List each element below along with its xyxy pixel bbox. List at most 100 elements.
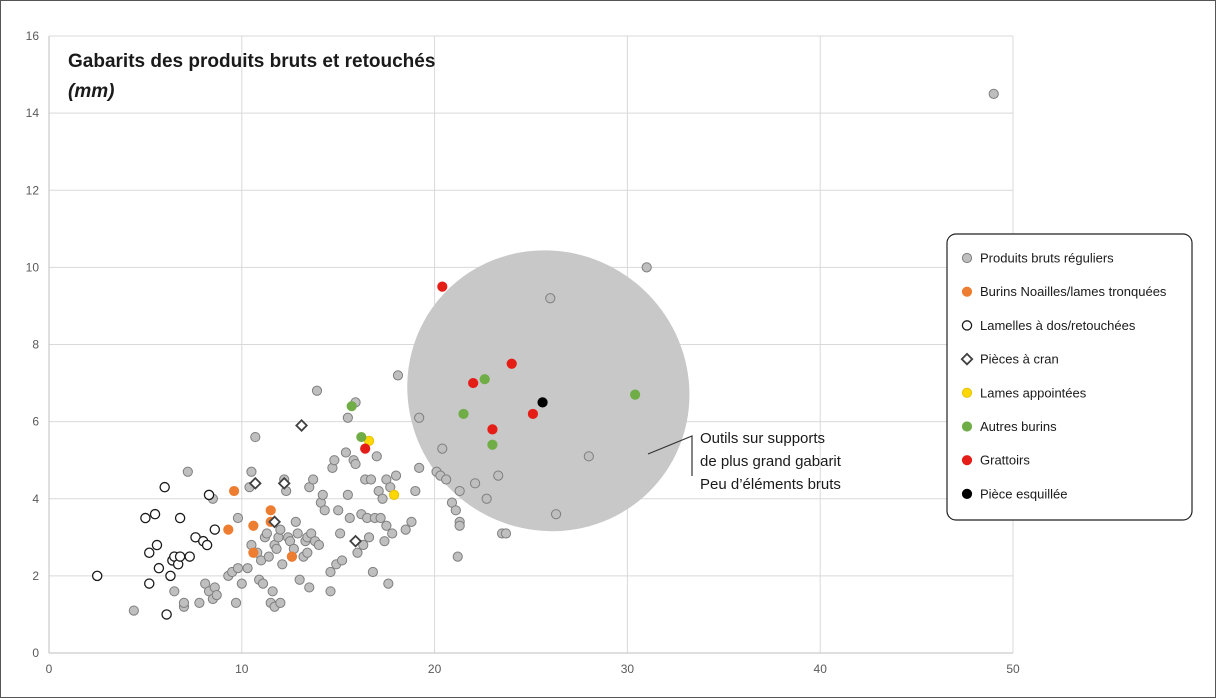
data-point <box>340 447 352 458</box>
data-point <box>290 516 301 527</box>
chart-title: Gabarits des produits bruts et retouchés <box>68 51 435 72</box>
chart-subtitle: (mm) <box>68 81 114 102</box>
legend-label: Grattoirs <box>980 453 1030 468</box>
data-point <box>178 597 190 608</box>
data-point <box>479 374 490 385</box>
x-tick-label: 50 <box>1006 662 1020 676</box>
data-point <box>487 439 498 450</box>
y-tick-label: 14 <box>26 106 40 120</box>
y-tick-label: 4 <box>32 492 39 506</box>
data-point <box>381 520 392 531</box>
data-point <box>311 385 323 396</box>
data-point <box>500 528 512 539</box>
data-point <box>583 451 594 462</box>
data-point <box>275 597 286 608</box>
data-point <box>441 474 452 485</box>
data-point <box>350 458 361 470</box>
data-point <box>294 574 305 585</box>
data-point <box>313 539 325 551</box>
data-point <box>203 489 215 501</box>
data-point <box>641 262 652 273</box>
data-point <box>302 547 313 558</box>
data-point <box>545 293 556 304</box>
data-point <box>527 408 539 420</box>
data-point <box>268 515 282 529</box>
data-point <box>329 455 340 466</box>
data-point <box>230 597 242 608</box>
data-point <box>271 543 282 554</box>
data-point <box>194 597 205 608</box>
data-point <box>325 586 336 597</box>
data-point <box>174 512 186 524</box>
x-tick-label: 30 <box>621 662 635 676</box>
data-point <box>406 516 417 527</box>
data-point <box>91 570 103 582</box>
data-point <box>211 590 222 601</box>
legend-marker <box>961 252 973 264</box>
data-point <box>458 408 469 420</box>
data-point <box>387 528 398 539</box>
y-tick-label: 8 <box>32 338 39 352</box>
data-point <box>356 431 367 443</box>
data-point <box>236 578 247 589</box>
data-point <box>414 412 425 423</box>
data-point <box>630 389 641 400</box>
data-point <box>232 512 244 524</box>
annotation-line-2: de plus grand gabarit <box>700 453 842 470</box>
data-point <box>383 578 394 589</box>
data-point <box>169 586 180 597</box>
data-point <box>342 489 353 500</box>
data-point <box>161 609 172 620</box>
data-point <box>174 551 186 562</box>
data-point <box>363 532 375 543</box>
data-point <box>410 485 421 497</box>
data-point <box>159 481 170 493</box>
legend-label: Lames appointées <box>980 385 1087 400</box>
data-point <box>308 474 319 485</box>
legend: Produits bruts réguliers Burins Noailles/… <box>946 233 1193 521</box>
y-tick-label: 0 <box>32 646 39 660</box>
data-point <box>349 534 363 548</box>
data-point <box>232 563 244 574</box>
data-point <box>140 512 151 524</box>
annotation-pointer <box>647 435 693 476</box>
series-8 <box>537 397 548 408</box>
data-point <box>437 443 448 454</box>
y-tick-label: 10 <box>26 260 40 274</box>
data-point <box>248 476 262 490</box>
data-point <box>352 547 363 558</box>
data-point <box>267 586 278 597</box>
data-point <box>248 520 259 531</box>
data-point <box>144 578 155 589</box>
data-point <box>265 505 276 516</box>
data-point <box>365 474 377 485</box>
data-point <box>469 478 481 489</box>
series-4 <box>248 419 363 548</box>
tick-labels: 0 2 4 6 8 10 12 14 16 0 10 20 30 40 50 <box>26 29 1020 676</box>
annotation: Outils sur supports de plus grand gabari… <box>647 430 842 493</box>
legend-marker <box>961 421 973 432</box>
data-point <box>377 493 388 504</box>
data-point <box>184 551 195 562</box>
data-point <box>295 419 309 432</box>
data-point <box>358 539 369 551</box>
legend-marker <box>961 455 973 466</box>
x-tick-label: 20 <box>428 662 442 676</box>
data-point <box>493 470 504 481</box>
data-points <box>91 88 999 620</box>
data-point <box>201 539 213 551</box>
data-point <box>149 508 161 520</box>
data-point <box>400 524 411 535</box>
x-tick-label: 0 <box>46 662 53 676</box>
x-tick-label: 10 <box>235 662 249 676</box>
legend-marker <box>961 286 973 297</box>
data-point <box>277 559 288 570</box>
legend-label: Lamelles à dos/retouchées <box>980 318 1136 333</box>
legend-marker <box>960 352 974 366</box>
data-point <box>454 520 465 531</box>
annotation-ellipse <box>407 250 690 532</box>
data-point <box>506 358 517 369</box>
data-point <box>454 485 465 497</box>
